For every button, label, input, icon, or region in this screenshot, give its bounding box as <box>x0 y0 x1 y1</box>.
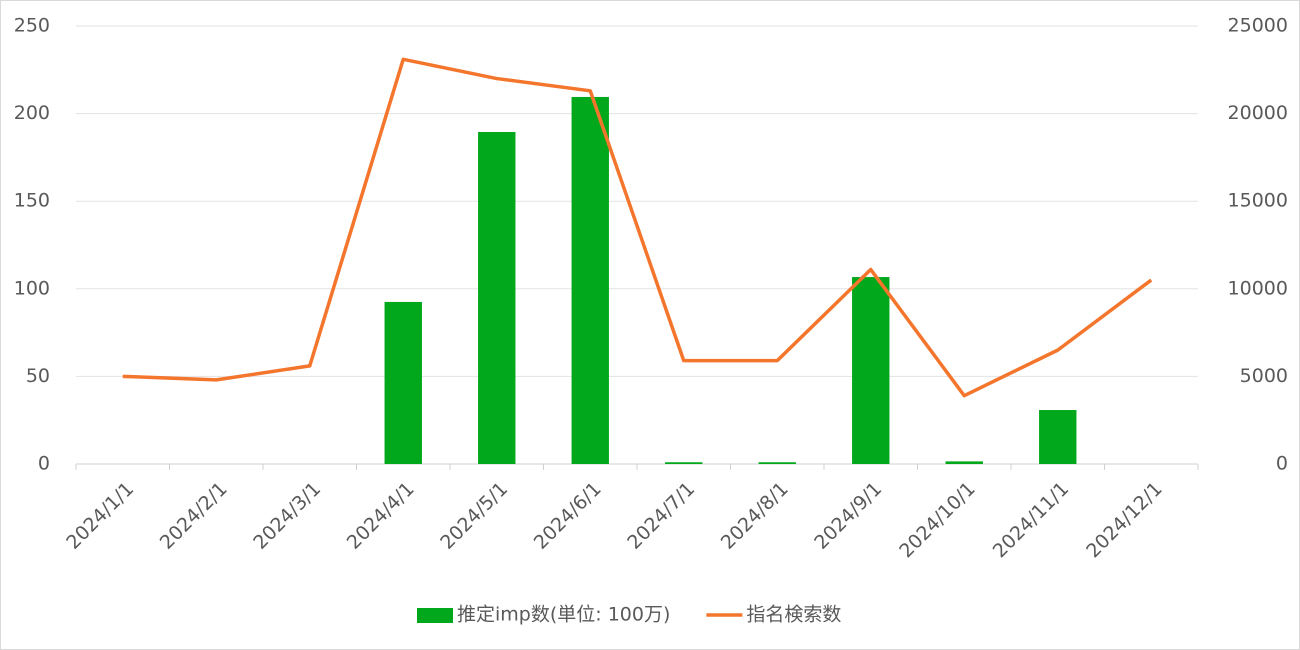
y2-tick-label: 15000 <box>1228 190 1288 212</box>
y-tick-label: 50 <box>26 365 50 387</box>
bar <box>571 96 609 465</box>
y-tick-label: 200 <box>14 102 50 124</box>
legend-label: 指名検索数 <box>746 604 841 626</box>
line <box>122 57 1153 398</box>
bar <box>945 461 983 464</box>
bar <box>665 462 703 464</box>
y-tick-label: 0 <box>38 453 50 475</box>
bar <box>384 301 422 464</box>
bar <box>478 131 516 464</box>
y-tick-label: 250 <box>14 15 50 37</box>
bar <box>1039 410 1077 464</box>
legend-label: 推定imp数(単位: 100万) <box>457 604 670 626</box>
y-tick-label: 100 <box>14 277 50 299</box>
y-tick-label: 150 <box>14 190 50 212</box>
y2-tick-label: 20000 <box>1228 102 1288 124</box>
bar <box>852 277 890 464</box>
y2-tick-label: 5000 <box>1240 365 1288 387</box>
y2-tick-label: 25000 <box>1228 15 1288 37</box>
y2-tick-label: 10000 <box>1228 277 1288 299</box>
legend-swatch <box>417 608 453 623</box>
bar <box>758 462 796 464</box>
y2-tick-label: 0 <box>1276 453 1288 475</box>
